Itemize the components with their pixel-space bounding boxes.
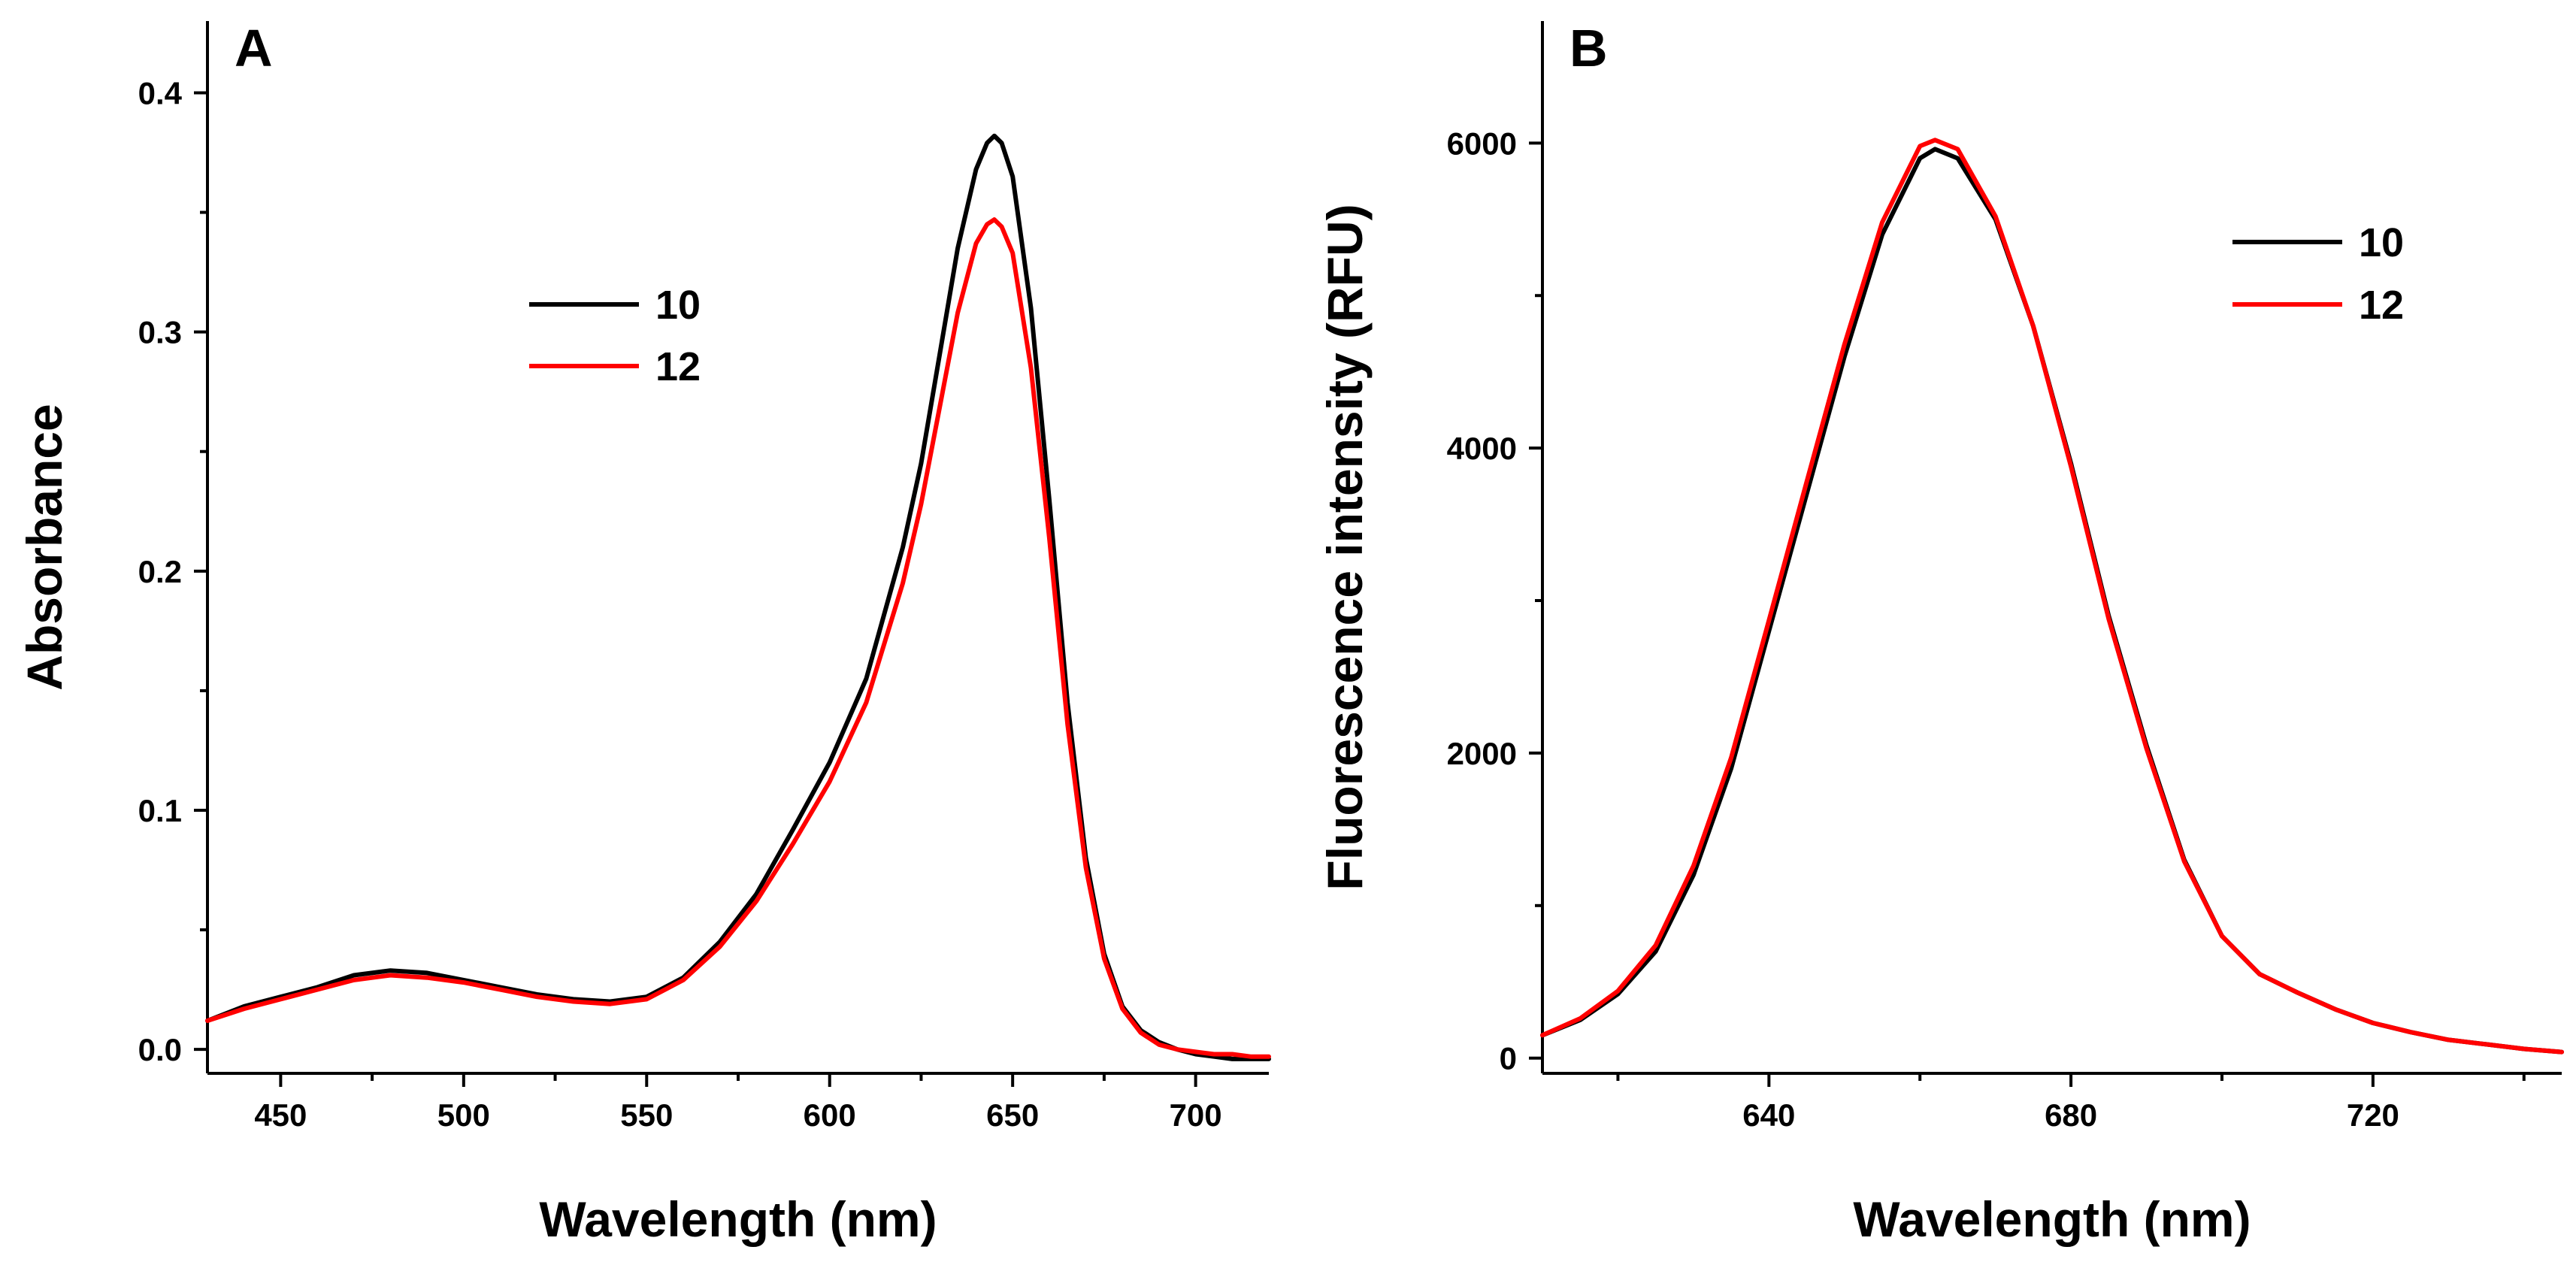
x-tick-label: 600 xyxy=(804,1097,856,1133)
legend-a-12-label: 12 xyxy=(655,344,701,389)
panel-b-x-title: Wavelength (nm) xyxy=(1853,1191,2251,1247)
panel-a-ticks: 450 500 550 600 650 700 0.0 0.1 0.2 0.3 0.4 xyxy=(138,75,1222,1133)
y-tick-label: 6000 xyxy=(1447,126,1517,161)
x-tick-label: 640 xyxy=(1742,1097,1795,1133)
y-tick-label: 0.1 xyxy=(138,793,182,828)
y-tick-label: 0 xyxy=(1500,1041,1517,1076)
legend-b-12-label: 12 xyxy=(2359,283,2404,328)
panel-b-letter: B xyxy=(1570,19,1608,77)
y-tick-label: 0.3 xyxy=(138,315,182,350)
y-tick-label: 0.4 xyxy=(138,75,183,110)
panel-b-ticks: 640 680 720 0 2000 4000 6000 xyxy=(1447,126,2526,1133)
y-tick-label: 4000 xyxy=(1447,431,1517,466)
x-tick-label: 680 xyxy=(2045,1097,2097,1133)
series-line-12 xyxy=(1540,138,2564,1055)
y-tick-label: 2000 xyxy=(1447,736,1517,771)
x-tick-label: 700 xyxy=(1170,1097,1222,1133)
panel-b-legend: 10 12 xyxy=(2232,220,2404,328)
x-tick-label: 450 xyxy=(254,1097,307,1133)
panel-a-legend: 10 12 xyxy=(529,283,701,389)
y-tick-label: 0.0 xyxy=(138,1032,182,1067)
panel-a-series xyxy=(205,133,1271,1061)
panel-b-y-title: Fluorescence intensity (RFU) xyxy=(1317,204,1373,890)
panel-b-series xyxy=(1540,138,2564,1055)
x-tick-label: 720 xyxy=(2347,1097,2399,1133)
x-tick-label: 500 xyxy=(437,1097,490,1133)
panel-a-x-title: Wavelength (nm) xyxy=(539,1191,937,1247)
legend-b-10-label: 10 xyxy=(2359,220,2404,265)
panel-b: B Wavelength (nm) Fluorescence intensity… xyxy=(1317,19,2564,1247)
x-tick-label: 550 xyxy=(620,1097,673,1133)
series-line-10 xyxy=(1540,147,2564,1055)
panel-a: A Wavelength (nm) Absorbance 450 500 550 60… xyxy=(17,19,1271,1247)
y-tick-label: 0.2 xyxy=(138,554,182,589)
series-line-12 xyxy=(205,217,1271,1059)
legend-a-10-label: 10 xyxy=(655,283,701,328)
panel-a-y-title: Absorbance xyxy=(17,404,72,690)
x-tick-label: 650 xyxy=(986,1097,1039,1133)
panel-a-letter: A xyxy=(235,19,273,77)
